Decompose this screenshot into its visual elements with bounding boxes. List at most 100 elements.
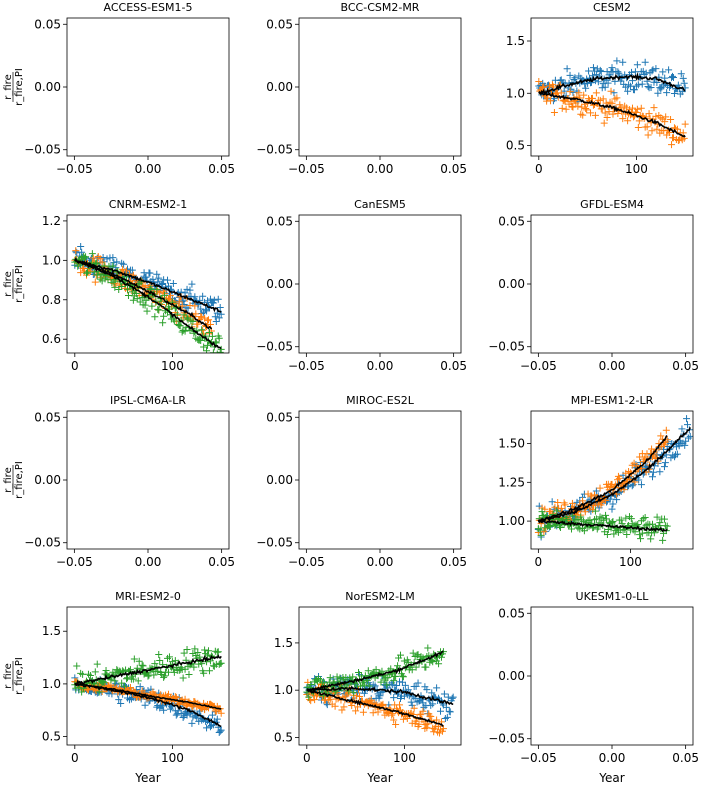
data-point-green — [394, 662, 402, 670]
y-tick-label: 0.05 — [266, 214, 293, 228]
data-point-green — [119, 667, 127, 675]
data-point-green — [617, 516, 625, 524]
data-point-blue — [180, 712, 188, 720]
data-point-orange — [633, 105, 641, 113]
data-point-green — [190, 663, 198, 671]
x-tick-label: 0.00 — [599, 751, 626, 765]
trend-line-orange — [306, 688, 444, 727]
y-axis-label: r_fire r_fire,PI — [3, 265, 25, 303]
data-point-green — [151, 313, 159, 321]
data-point-orange — [607, 87, 615, 95]
data-point-blue — [659, 68, 667, 76]
data-point-blue — [649, 468, 657, 476]
data-point-orange — [374, 708, 382, 716]
data-point-blue — [593, 65, 601, 73]
data-point-orange — [326, 695, 334, 703]
data-point-blue — [376, 692, 384, 700]
data-point-orange — [554, 499, 562, 507]
x-tick-label: 100 — [393, 751, 416, 765]
data-point-green — [383, 681, 391, 689]
data-point-orange — [568, 103, 576, 111]
data-point-blue — [390, 694, 398, 702]
data-point-green — [154, 305, 162, 313]
data-point-green — [109, 262, 117, 270]
data-point-green — [115, 285, 123, 293]
data-point-green — [580, 527, 588, 535]
data-point-green — [144, 672, 152, 680]
data-point-blue — [128, 266, 136, 274]
data-point-orange — [608, 100, 616, 108]
data-point-green — [165, 653, 173, 661]
data-point-green — [538, 508, 546, 516]
data-point-orange — [356, 692, 364, 700]
data-point-orange — [623, 104, 631, 112]
data-point-blue — [159, 280, 167, 288]
data-point-orange — [379, 700, 387, 708]
data-point-green — [556, 524, 564, 532]
axes-frame — [530, 606, 694, 746]
data-point-green — [326, 674, 334, 682]
y-tick-label: 1.0 — [274, 683, 293, 697]
data-point-green — [86, 672, 94, 680]
data-point-blue — [153, 703, 161, 711]
data-point-blue — [446, 708, 454, 716]
data-point-green — [656, 519, 664, 527]
data-point-green — [546, 522, 554, 530]
data-point-blue — [615, 69, 623, 77]
data-point-blue — [396, 678, 404, 686]
data-point-green — [124, 285, 132, 293]
data-point-orange — [660, 441, 668, 449]
axes-frame — [530, 410, 694, 550]
data-point-green — [132, 289, 140, 297]
data-point-green — [205, 647, 213, 655]
data-point-orange — [427, 713, 435, 721]
data-point-orange — [198, 313, 206, 321]
data-point-blue — [195, 717, 203, 725]
data-point-blue — [678, 88, 686, 96]
y-tick-label: 0.00 — [498, 277, 525, 291]
data-point-blue — [389, 681, 397, 689]
data-point-orange — [171, 693, 179, 701]
data-point-green — [100, 679, 108, 687]
data-point-blue — [585, 67, 593, 75]
data-point-blue — [208, 711, 216, 719]
data-point-green — [91, 668, 99, 676]
data-point-green — [81, 254, 89, 262]
y-tick-label: −0.05 — [256, 143, 293, 157]
panel-title: UKESM1-0-LL — [576, 590, 650, 603]
data-point-green — [412, 663, 420, 671]
data-point-green — [90, 268, 98, 276]
data-point-blue — [604, 79, 612, 87]
data-point-orange — [619, 115, 627, 123]
data-point-green — [141, 301, 149, 309]
data-point-green — [592, 515, 600, 523]
data-point-blue — [596, 66, 604, 74]
data-point-green — [168, 658, 176, 666]
x-tick-label: 0.00 — [135, 162, 162, 176]
panel-miroc-es2l: MIROC-ES2L −0.05 0.00 0.05 −0.05 0.00 0.05 — [256, 394, 467, 569]
x-tick-label: 0.05 — [440, 555, 467, 569]
data-point-green — [78, 688, 86, 696]
y-axis-numerator: r_fire — [3, 467, 14, 492]
data-point-blue — [653, 78, 661, 86]
data-point-orange — [650, 104, 658, 112]
panel-ukesm1-0-ll: UKESM1-0-LL −0.05 0.00 0.05 −0.05 0.00 0.05 Yea… — [488, 590, 699, 785]
data-point-orange — [578, 103, 586, 111]
panel-title: BCC-CSM2-MR — [341, 1, 420, 14]
data-point-blue — [608, 64, 616, 72]
axes-frame — [530, 214, 694, 354]
data-point-orange — [645, 110, 653, 118]
data-point-blue — [637, 481, 645, 489]
data-point-green — [155, 306, 163, 314]
y-axis-label: r_fire r_fire,PI — [3, 68, 25, 106]
data-point-green — [573, 515, 581, 523]
axes-frame — [66, 410, 230, 550]
axes-frame — [298, 17, 462, 157]
y-tick-label: 0.6 — [42, 332, 61, 346]
data-point-blue — [681, 441, 689, 449]
data-point-green — [609, 517, 617, 525]
data-point-blue — [635, 476, 643, 484]
x-tick-label: −0.05 — [288, 162, 325, 176]
data-point-orange — [369, 709, 377, 717]
trend-line-blue — [538, 72, 686, 96]
